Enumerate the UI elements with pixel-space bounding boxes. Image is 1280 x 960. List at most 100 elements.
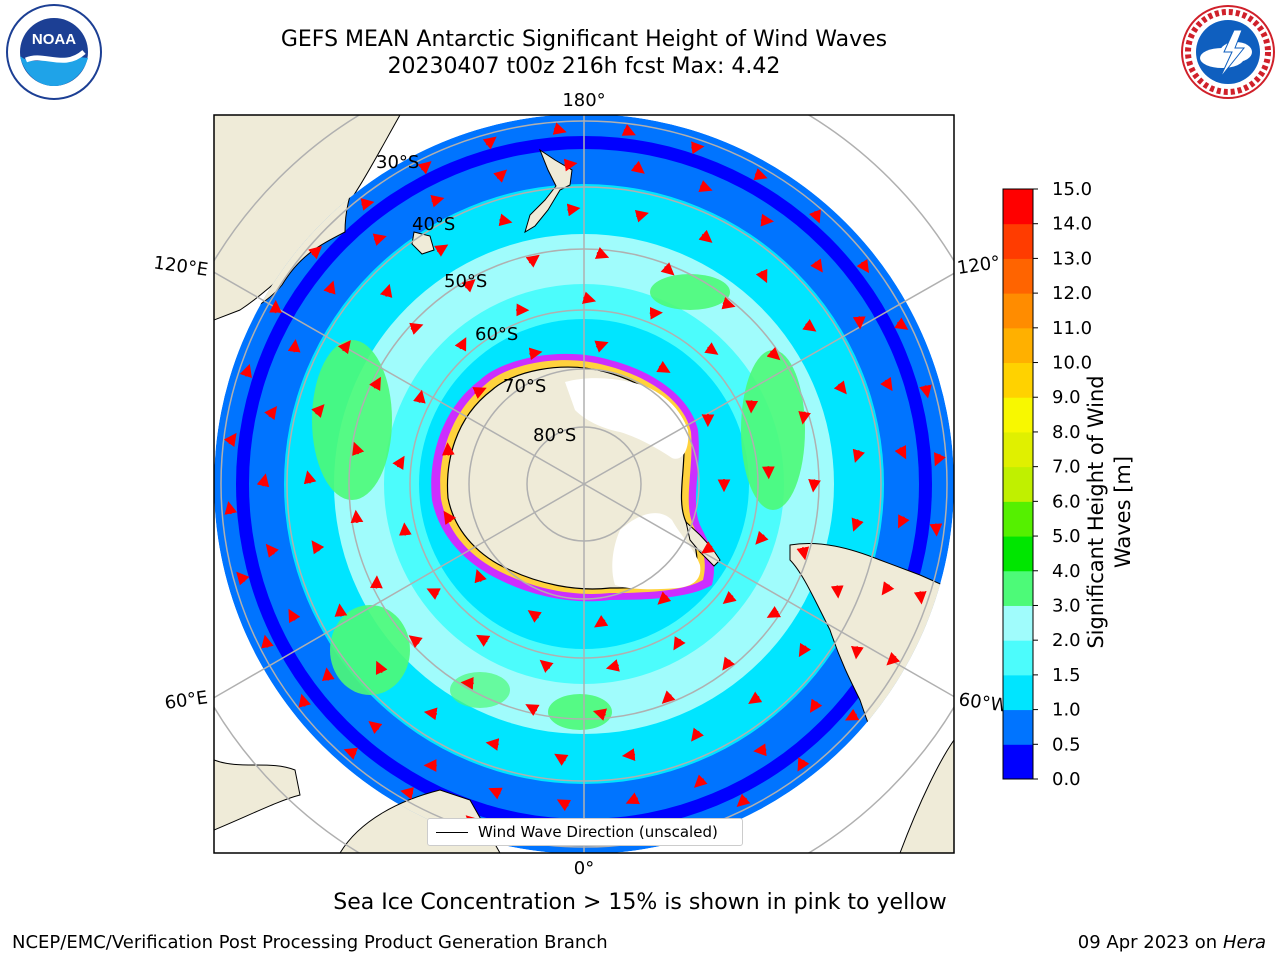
wave-direction-arrow: [311, 540, 325, 555]
wave-direction-arrow: [621, 124, 636, 136]
wave-direction-arrow: [398, 522, 412, 536]
wave-direction-arrow: [808, 478, 821, 493]
colorbar-segment: [1003, 223, 1033, 259]
wave-direction-arrow: [474, 569, 487, 584]
wave-direction-arrow: [343, 747, 358, 760]
ice-shelf-ross: [565, 378, 689, 459]
colorbar-segment: [1003, 536, 1033, 572]
wave-direction-arrow: [236, 571, 250, 586]
wave-direction-arrow: [844, 708, 860, 721]
colorbar-tick-label: 15.0: [1052, 179, 1092, 200]
wave-direction-arrow: [581, 291, 597, 304]
wave-direction-arrow: [698, 229, 713, 243]
wave-direction-arrow: [460, 676, 474, 690]
colorbar-segment: [1003, 709, 1033, 745]
legend-label: Wind Wave Direction (unscaled): [478, 823, 718, 841]
wave-direction-arrow: [880, 376, 893, 392]
colorbar-segment: [1003, 397, 1033, 433]
chart-subtitle: 20230407 t00z 216h fcst Max: 4.42: [387, 54, 781, 79]
wave-direction-arrow: [441, 442, 455, 456]
wave-direction-arrow: [563, 158, 578, 172]
wave-direction-arrow: [850, 645, 864, 660]
wave-direction-arrow: [660, 262, 675, 276]
footer-machine: Hera: [1222, 932, 1266, 953]
wave-direction-arrow: [594, 615, 609, 628]
colorbar-tick-label: 0.5: [1052, 734, 1081, 755]
wave-direction-arrow: [851, 517, 864, 532]
colorbar-tick-label: 6.0: [1052, 491, 1081, 512]
wave-direction-arrow: [798, 642, 812, 658]
footer-timestamp: 09 Apr 2023 on Hera: [1078, 932, 1266, 953]
colorbar-tick-label: 5.0: [1052, 526, 1081, 547]
colorbar-tick-label: 7.0: [1052, 457, 1081, 478]
wave-direction-arrow: [482, 136, 497, 150]
wave-direction-arrow: [493, 169, 508, 183]
wave-direction-arrow: [755, 268, 768, 284]
colorbar-tick-label: 3.0: [1052, 595, 1081, 616]
wave-direction-arrow: [693, 774, 708, 788]
colorbar-tick-label: 12.0: [1052, 283, 1092, 304]
lat-label-80s: 80°S: [533, 425, 576, 446]
colorbar-segment: [1003, 605, 1033, 641]
wave-direction-arrow: [265, 543, 279, 558]
wave-direction-arrow: [833, 380, 847, 395]
wave-direction-arrow: [721, 296, 736, 310]
map-border: [213, 114, 955, 854]
colorbar-frame: [1002, 188, 1034, 780]
wave-direction-arrow: [375, 660, 388, 676]
wave-direction-arrow: [392, 455, 405, 471]
colorbar-tick-label: 13.0: [1052, 248, 1092, 269]
wave-direction-arrow: [409, 322, 424, 335]
map-legend: Wind Wave Direction (unscaled): [427, 818, 743, 846]
wave-direction-arrow: [408, 635, 423, 649]
lat-label-30s: 30°S: [376, 152, 419, 173]
wave-direction-arrow: [261, 634, 274, 649]
wave-direction-arrow: [605, 659, 620, 672]
wave-direction-arrow: [303, 470, 317, 485]
wave-direction-arrow: [594, 340, 609, 353]
wave-direction-arrow: [722, 656, 736, 671]
lon-label-60w: 60°W: [957, 689, 1009, 717]
wave-direction-arrow: [224, 501, 238, 515]
wave-direction-arrow: [298, 693, 311, 708]
wave-direction-arrow: [852, 448, 865, 463]
wave-direction-arrow: [443, 510, 456, 525]
footer-credit: NCEP/EMC/Verification Post Processing Pr…: [12, 932, 608, 953]
wave-direction-arrow: [852, 316, 866, 330]
wave-direction-arrow: [691, 141, 705, 155]
wave-direction-arrow: [430, 194, 445, 208]
colorbar-segment: [1003, 327, 1033, 364]
lat-label-60s: 60°S: [475, 324, 518, 345]
wave-direction-arrow: [796, 546, 810, 561]
wave-direction-arrow: [894, 445, 907, 460]
wave-direction-arrow: [810, 258, 823, 273]
wave-direction-arrow: [334, 603, 348, 617]
wave-direction-arrow: [423, 707, 438, 721]
colorbar-tick-label: 8.0: [1052, 422, 1081, 443]
wave-direction-arrow: [350, 509, 364, 524]
wave-direction-arrow: [527, 610, 542, 623]
wave-direction-arrow: [308, 245, 323, 260]
colorbar-segment: [1003, 189, 1033, 225]
wave-direction-arrow: [552, 122, 567, 135]
wave-direction-arrow: [704, 342, 719, 355]
legend-line-sample: [436, 832, 468, 833]
wave-direction-arrow: [426, 588, 441, 600]
wave-direction-arrow: [256, 473, 270, 488]
colorbar-tick-label: 2.0: [1052, 630, 1081, 651]
wave-direction-arrow: [766, 606, 782, 618]
wave-direction-arrow: [929, 523, 943, 537]
wave-direction-arrow: [634, 210, 649, 223]
wave-direction-arrow: [722, 590, 737, 605]
colorbar-tick-label: 14.0: [1052, 214, 1092, 235]
latitude-labels: 30°S 40°S 50°S 60°S 70°S 80°S: [376, 152, 576, 446]
colorbar-segment: [1003, 258, 1033, 294]
lat-label-40s: 40°S: [412, 214, 455, 235]
sea-ice-caption: Sea Ice Concentration > 15% is shown in …: [333, 890, 947, 915]
wave-direction-arrow: [691, 727, 704, 742]
colorbar-label: Significant Height of Wind Waves [m]: [1084, 375, 1135, 649]
wave-direction-arrow: [919, 384, 932, 399]
colorbar-tick-label: 1.5: [1052, 665, 1081, 686]
wave-direction-arrow: [798, 411, 811, 425]
wave-direction-arrow: [360, 198, 375, 211]
